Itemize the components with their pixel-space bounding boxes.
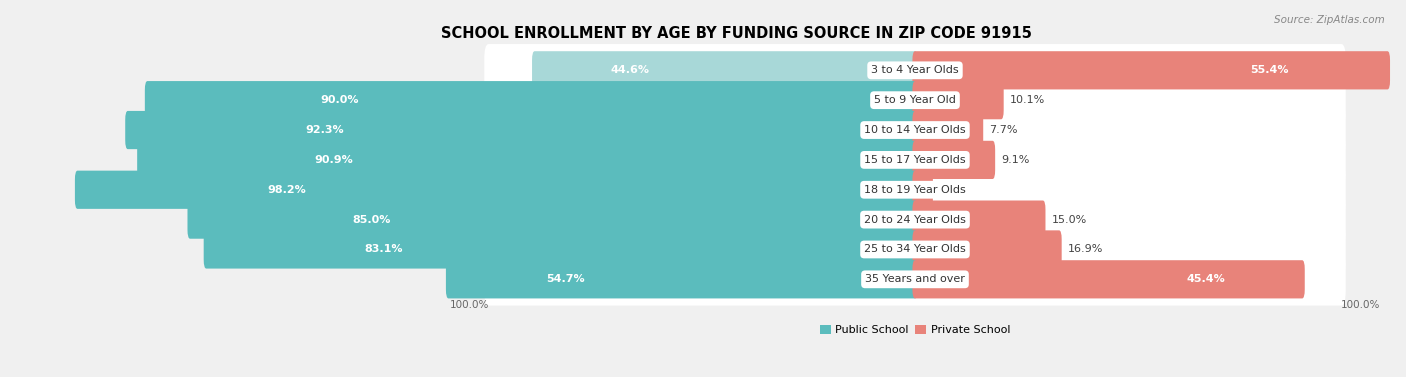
Text: 100.0%: 100.0% bbox=[1340, 300, 1379, 310]
FancyBboxPatch shape bbox=[75, 171, 918, 209]
FancyBboxPatch shape bbox=[912, 230, 1062, 268]
FancyBboxPatch shape bbox=[912, 201, 1046, 239]
FancyBboxPatch shape bbox=[484, 74, 1346, 126]
FancyBboxPatch shape bbox=[531, 51, 918, 89]
Text: 7.7%: 7.7% bbox=[990, 125, 1018, 135]
FancyBboxPatch shape bbox=[204, 230, 918, 268]
FancyBboxPatch shape bbox=[912, 171, 934, 209]
Text: 90.9%: 90.9% bbox=[314, 155, 353, 165]
FancyBboxPatch shape bbox=[912, 260, 1305, 299]
FancyBboxPatch shape bbox=[484, 104, 1346, 156]
Text: 44.6%: 44.6% bbox=[610, 65, 650, 75]
FancyBboxPatch shape bbox=[912, 81, 1004, 119]
Text: 3 to 4 Year Olds: 3 to 4 Year Olds bbox=[872, 65, 959, 75]
FancyBboxPatch shape bbox=[187, 201, 918, 239]
Text: 83.1%: 83.1% bbox=[364, 244, 402, 254]
Text: 45.4%: 45.4% bbox=[1187, 274, 1225, 284]
FancyBboxPatch shape bbox=[145, 81, 918, 119]
Text: 1.8%: 1.8% bbox=[939, 185, 967, 195]
FancyBboxPatch shape bbox=[484, 223, 1346, 276]
Text: 90.0%: 90.0% bbox=[321, 95, 359, 105]
Text: 98.2%: 98.2% bbox=[267, 185, 307, 195]
Text: 18 to 19 Year Olds: 18 to 19 Year Olds bbox=[865, 185, 966, 195]
Text: 54.7%: 54.7% bbox=[546, 274, 585, 284]
Text: 5 to 9 Year Old: 5 to 9 Year Old bbox=[875, 95, 956, 105]
FancyBboxPatch shape bbox=[484, 133, 1346, 186]
FancyBboxPatch shape bbox=[484, 253, 1346, 306]
FancyBboxPatch shape bbox=[125, 111, 918, 149]
FancyBboxPatch shape bbox=[912, 51, 1391, 89]
Text: 15 to 17 Year Olds: 15 to 17 Year Olds bbox=[865, 155, 966, 165]
Text: 25 to 34 Year Olds: 25 to 34 Year Olds bbox=[865, 244, 966, 254]
Legend: Public School, Private School: Public School, Private School bbox=[815, 320, 1015, 340]
Text: 10 to 14 Year Olds: 10 to 14 Year Olds bbox=[865, 125, 966, 135]
FancyBboxPatch shape bbox=[138, 141, 918, 179]
FancyBboxPatch shape bbox=[484, 164, 1346, 216]
FancyBboxPatch shape bbox=[484, 44, 1346, 97]
Text: 35 Years and over: 35 Years and over bbox=[865, 274, 965, 284]
Text: 15.0%: 15.0% bbox=[1052, 215, 1087, 225]
FancyBboxPatch shape bbox=[912, 141, 995, 179]
FancyBboxPatch shape bbox=[484, 193, 1346, 246]
FancyBboxPatch shape bbox=[446, 260, 918, 299]
Text: 9.1%: 9.1% bbox=[1001, 155, 1029, 165]
Text: Source: ZipAtlas.com: Source: ZipAtlas.com bbox=[1274, 15, 1385, 25]
Text: 10.1%: 10.1% bbox=[1010, 95, 1045, 105]
Text: 55.4%: 55.4% bbox=[1250, 65, 1289, 75]
Text: 20 to 24 Year Olds: 20 to 24 Year Olds bbox=[865, 215, 966, 225]
Text: 85.0%: 85.0% bbox=[352, 215, 391, 225]
FancyBboxPatch shape bbox=[912, 111, 983, 149]
Text: SCHOOL ENROLLMENT BY AGE BY FUNDING SOURCE IN ZIP CODE 91915: SCHOOL ENROLLMENT BY AGE BY FUNDING SOUR… bbox=[441, 26, 1032, 41]
Text: 16.9%: 16.9% bbox=[1067, 244, 1104, 254]
Text: 100.0%: 100.0% bbox=[450, 300, 489, 310]
Text: 92.3%: 92.3% bbox=[305, 125, 344, 135]
